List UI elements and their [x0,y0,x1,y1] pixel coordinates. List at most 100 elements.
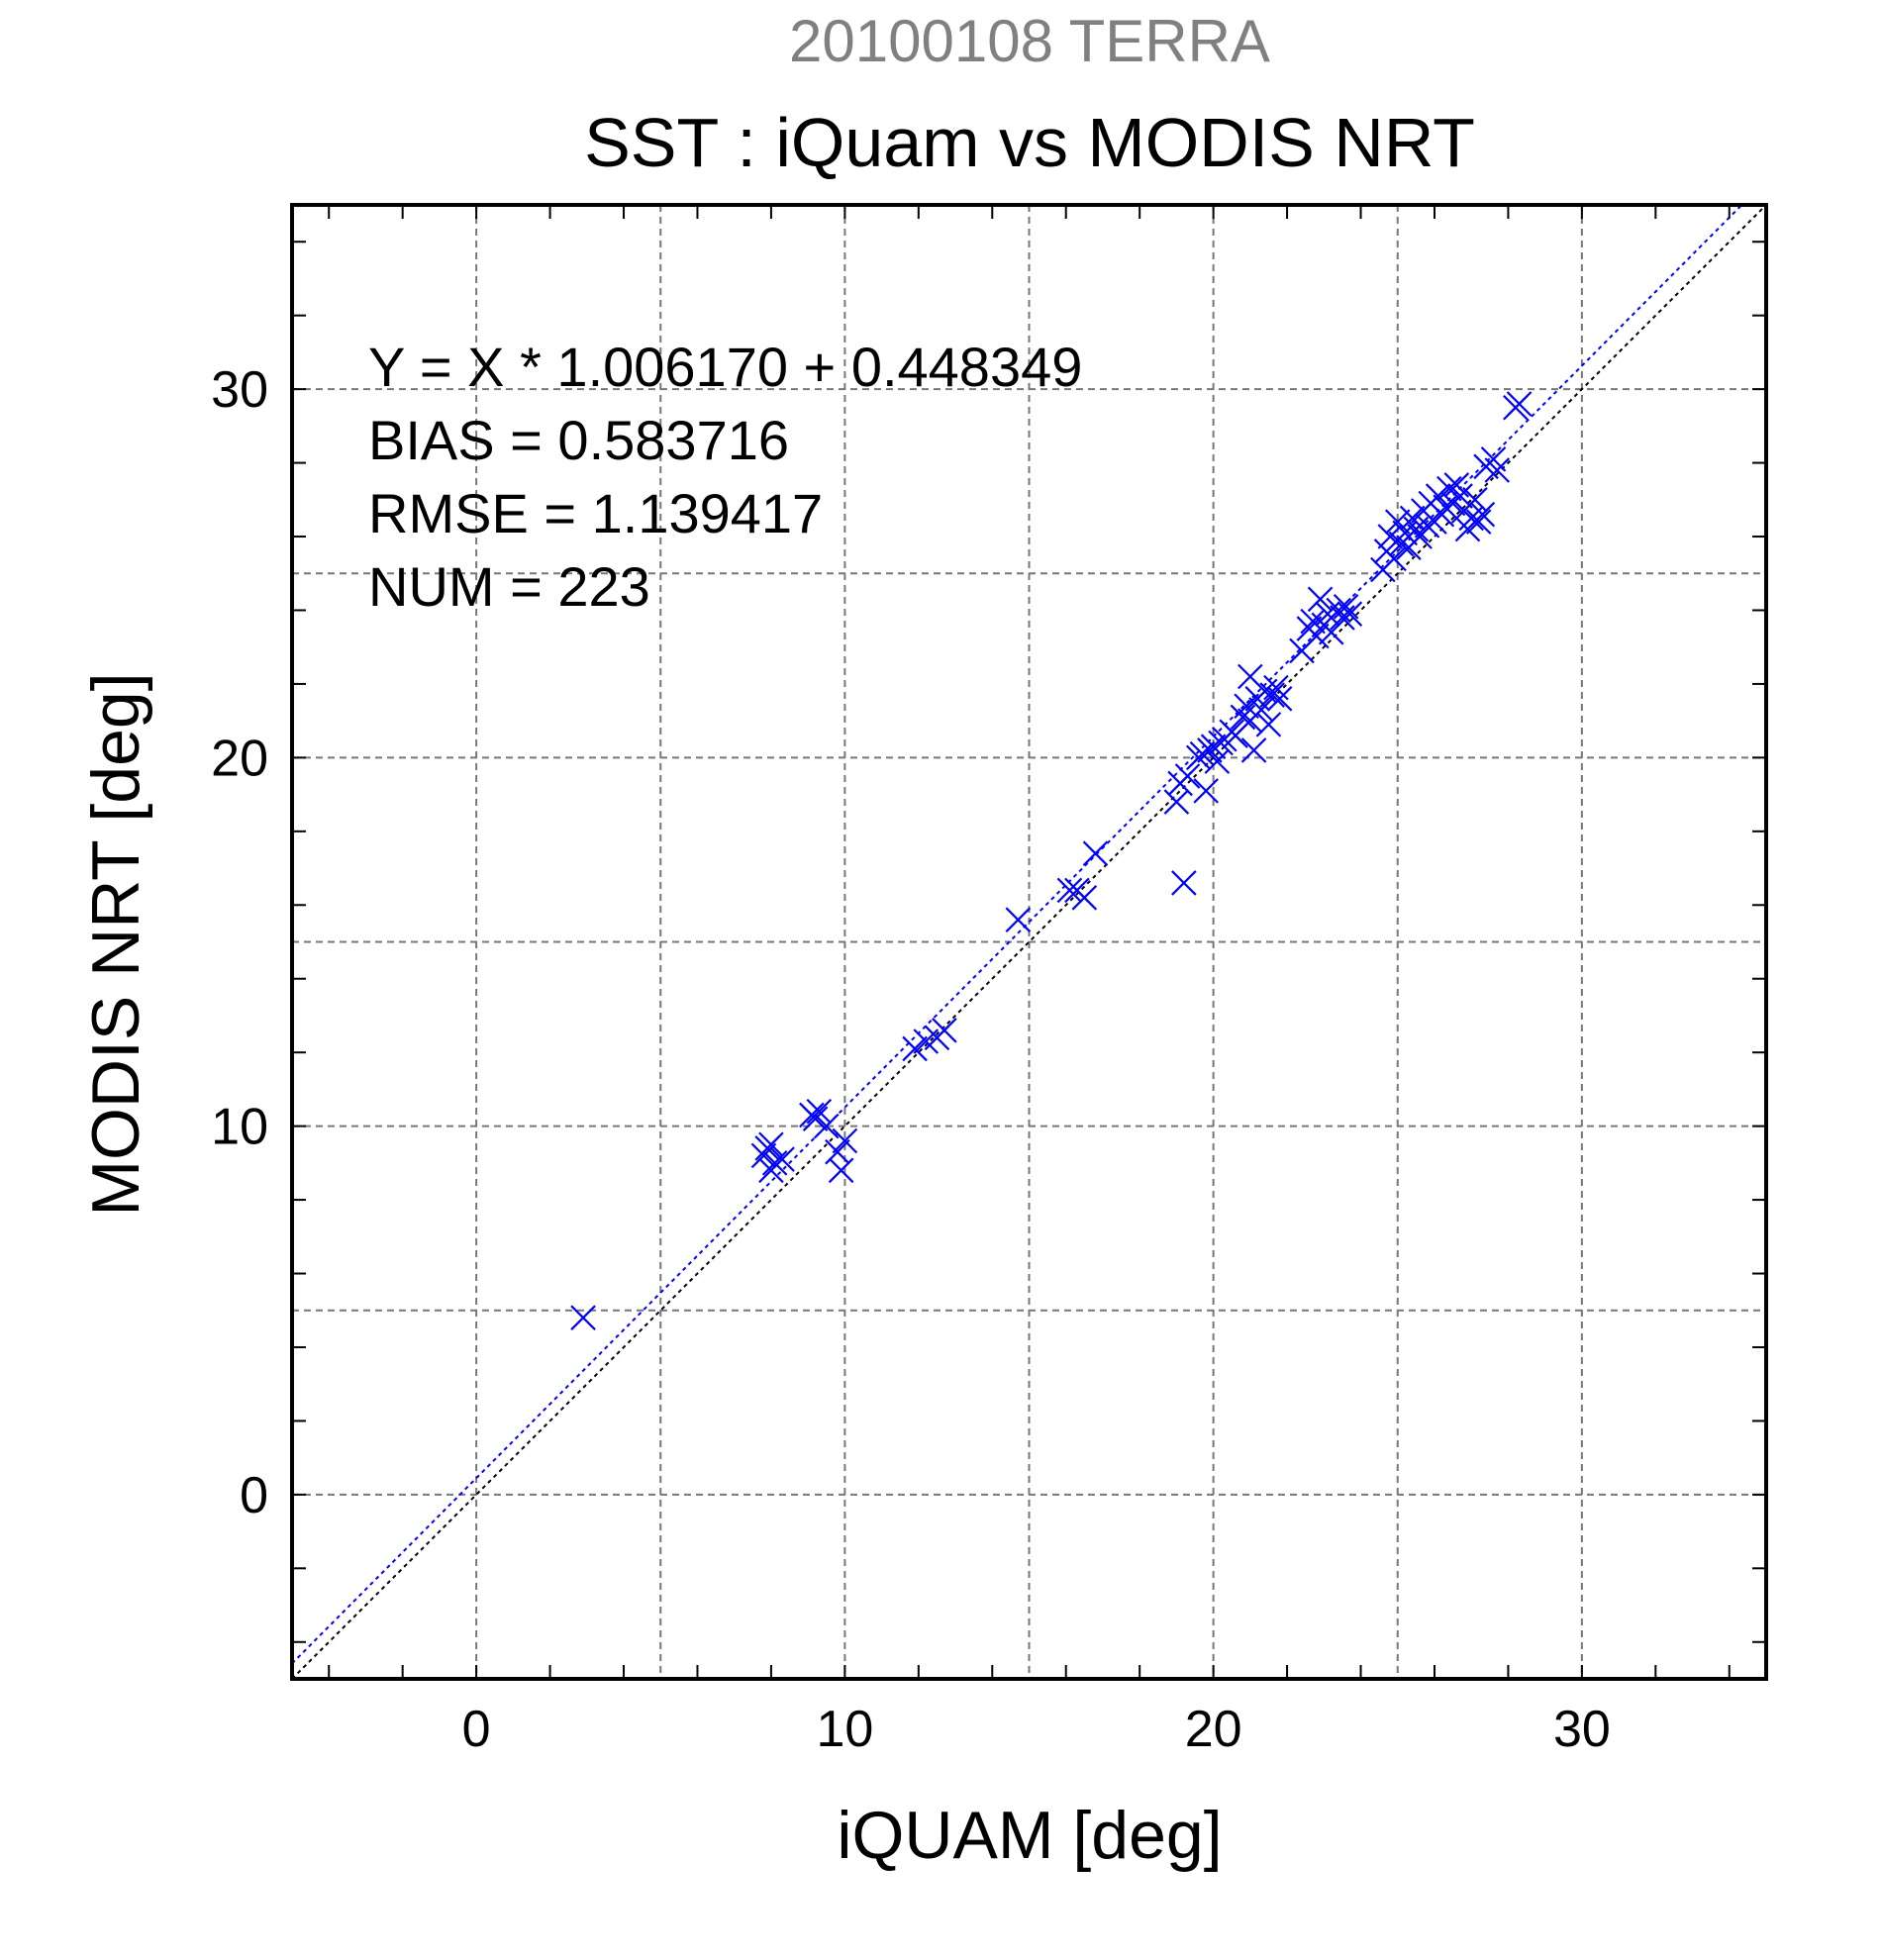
plot-frame [290,203,1768,1681]
data-point [1174,763,1201,789]
data-point-stroke [1056,877,1083,904]
data-point [1333,593,1359,620]
data-point [1240,737,1267,763]
identity-line [291,204,1767,1680]
data-point [570,1305,596,1330]
regression-equation: Y = X * 1.006170 + 0.448349 [368,336,1082,398]
data-point [828,1157,854,1184]
data-point-stroke [1465,509,1492,535]
data-point [1377,524,1404,549]
data-point [1234,693,1259,720]
fit-line [291,204,1743,1665]
data-point-stroke [828,1157,854,1184]
data-point-stroke [902,1035,928,1062]
data-points [570,391,1533,1330]
data-point [1304,623,1330,649]
data-point-stroke [1174,763,1201,789]
data-point-stroke [1377,524,1404,549]
data-point [902,1035,928,1062]
data-point-stroke [1399,505,1426,532]
data-point [1307,586,1334,613]
data-point-stroke [1326,597,1351,624]
data-point [1193,778,1219,804]
data-point [813,1113,840,1139]
data-point [1200,734,1227,759]
data-point [1259,682,1285,708]
data-point-stroke [1005,907,1032,932]
data-point [1506,391,1533,417]
data-point [932,1018,957,1043]
y-tick-label: 20 [211,730,268,787]
data-point-stroke [1436,475,1462,502]
data-point-stroke [1082,840,1109,866]
data-point-stroke [1193,778,1219,804]
data-point-stroke [1171,870,1197,896]
data-point-stroke [769,1146,795,1172]
data-point [832,1127,858,1154]
data-point-stroke [806,1098,833,1125]
data-point-stroke [813,1113,840,1139]
data-point-stroke [832,1127,858,1154]
data-point-stroke [1248,697,1274,723]
gridlines [292,205,1766,1679]
chart-title: SST : iQuam vs MODIS NRT [584,104,1475,181]
data-point-stroke [1266,686,1293,712]
data-point [1465,509,1492,535]
data-point [806,1098,833,1125]
data-point-stroke [1204,748,1231,774]
x-tick-label: 20 [1185,1701,1242,1758]
data-point-stroke [1263,674,1289,701]
data-point [1447,483,1473,509]
data-point-stroke [1447,483,1473,509]
data-point-stroke [1259,682,1285,708]
data-point-stroke [1189,740,1216,767]
data-point [1082,840,1109,866]
data-point-stroke [1255,712,1282,737]
data-point-stroke [1238,663,1263,690]
stats-annotation: Y = X * 1.006170 + 0.448349 BIAS = 0.583… [368,336,1082,618]
data-point [1336,601,1363,627]
data-point-stroke [570,1305,596,1330]
data-point-stroke [761,1150,788,1176]
data-point [1484,457,1511,483]
data-point [1171,870,1197,896]
data-point [1189,740,1216,767]
x-tick-label: 10 [816,1701,873,1758]
data-point-stroke [802,1106,829,1131]
data-point [802,1106,829,1131]
data-point [1381,545,1407,572]
data-point-stroke [1304,623,1330,649]
data-point [1469,501,1496,528]
data-point [769,1146,795,1172]
data-point-stroke [1307,586,1334,613]
data-point [1005,907,1032,932]
data-point-stroke [1300,608,1326,635]
data-point-stroke [1443,472,1470,498]
data-point [1071,885,1098,911]
data-point-stroke [1071,885,1098,911]
data-point-stroke [1240,737,1267,763]
x-tick-label: 30 [1553,1701,1611,1758]
rmse-value: RMSE = 1.139417 [368,482,823,544]
data-point [1056,877,1083,904]
y-axis-label: MODIS NRT [deg] [78,672,153,1216]
data-point-stroke [1234,693,1259,720]
data-point [761,1150,788,1176]
y-tick-label: 0 [240,1467,268,1524]
x-tick-label: 0 [462,1701,491,1758]
data-point [1255,712,1282,737]
data-point-stroke [1484,457,1511,483]
minor-ticks [292,205,1766,1679]
count-value: NUM = 223 [368,555,650,618]
data-point [1462,487,1488,513]
data-point [1266,686,1293,712]
data-point-stroke [1163,789,1190,815]
data-point [1384,509,1411,535]
data-point-stroke [1200,734,1227,759]
tick-labels: 0 10 20 30 0 10 20 30 [211,361,1611,1758]
data-point [1436,475,1462,502]
data-point-stroke [1333,593,1359,620]
data-point-stroke [1381,545,1407,572]
x-axis-label: iQUAM [deg] [837,1798,1222,1873]
